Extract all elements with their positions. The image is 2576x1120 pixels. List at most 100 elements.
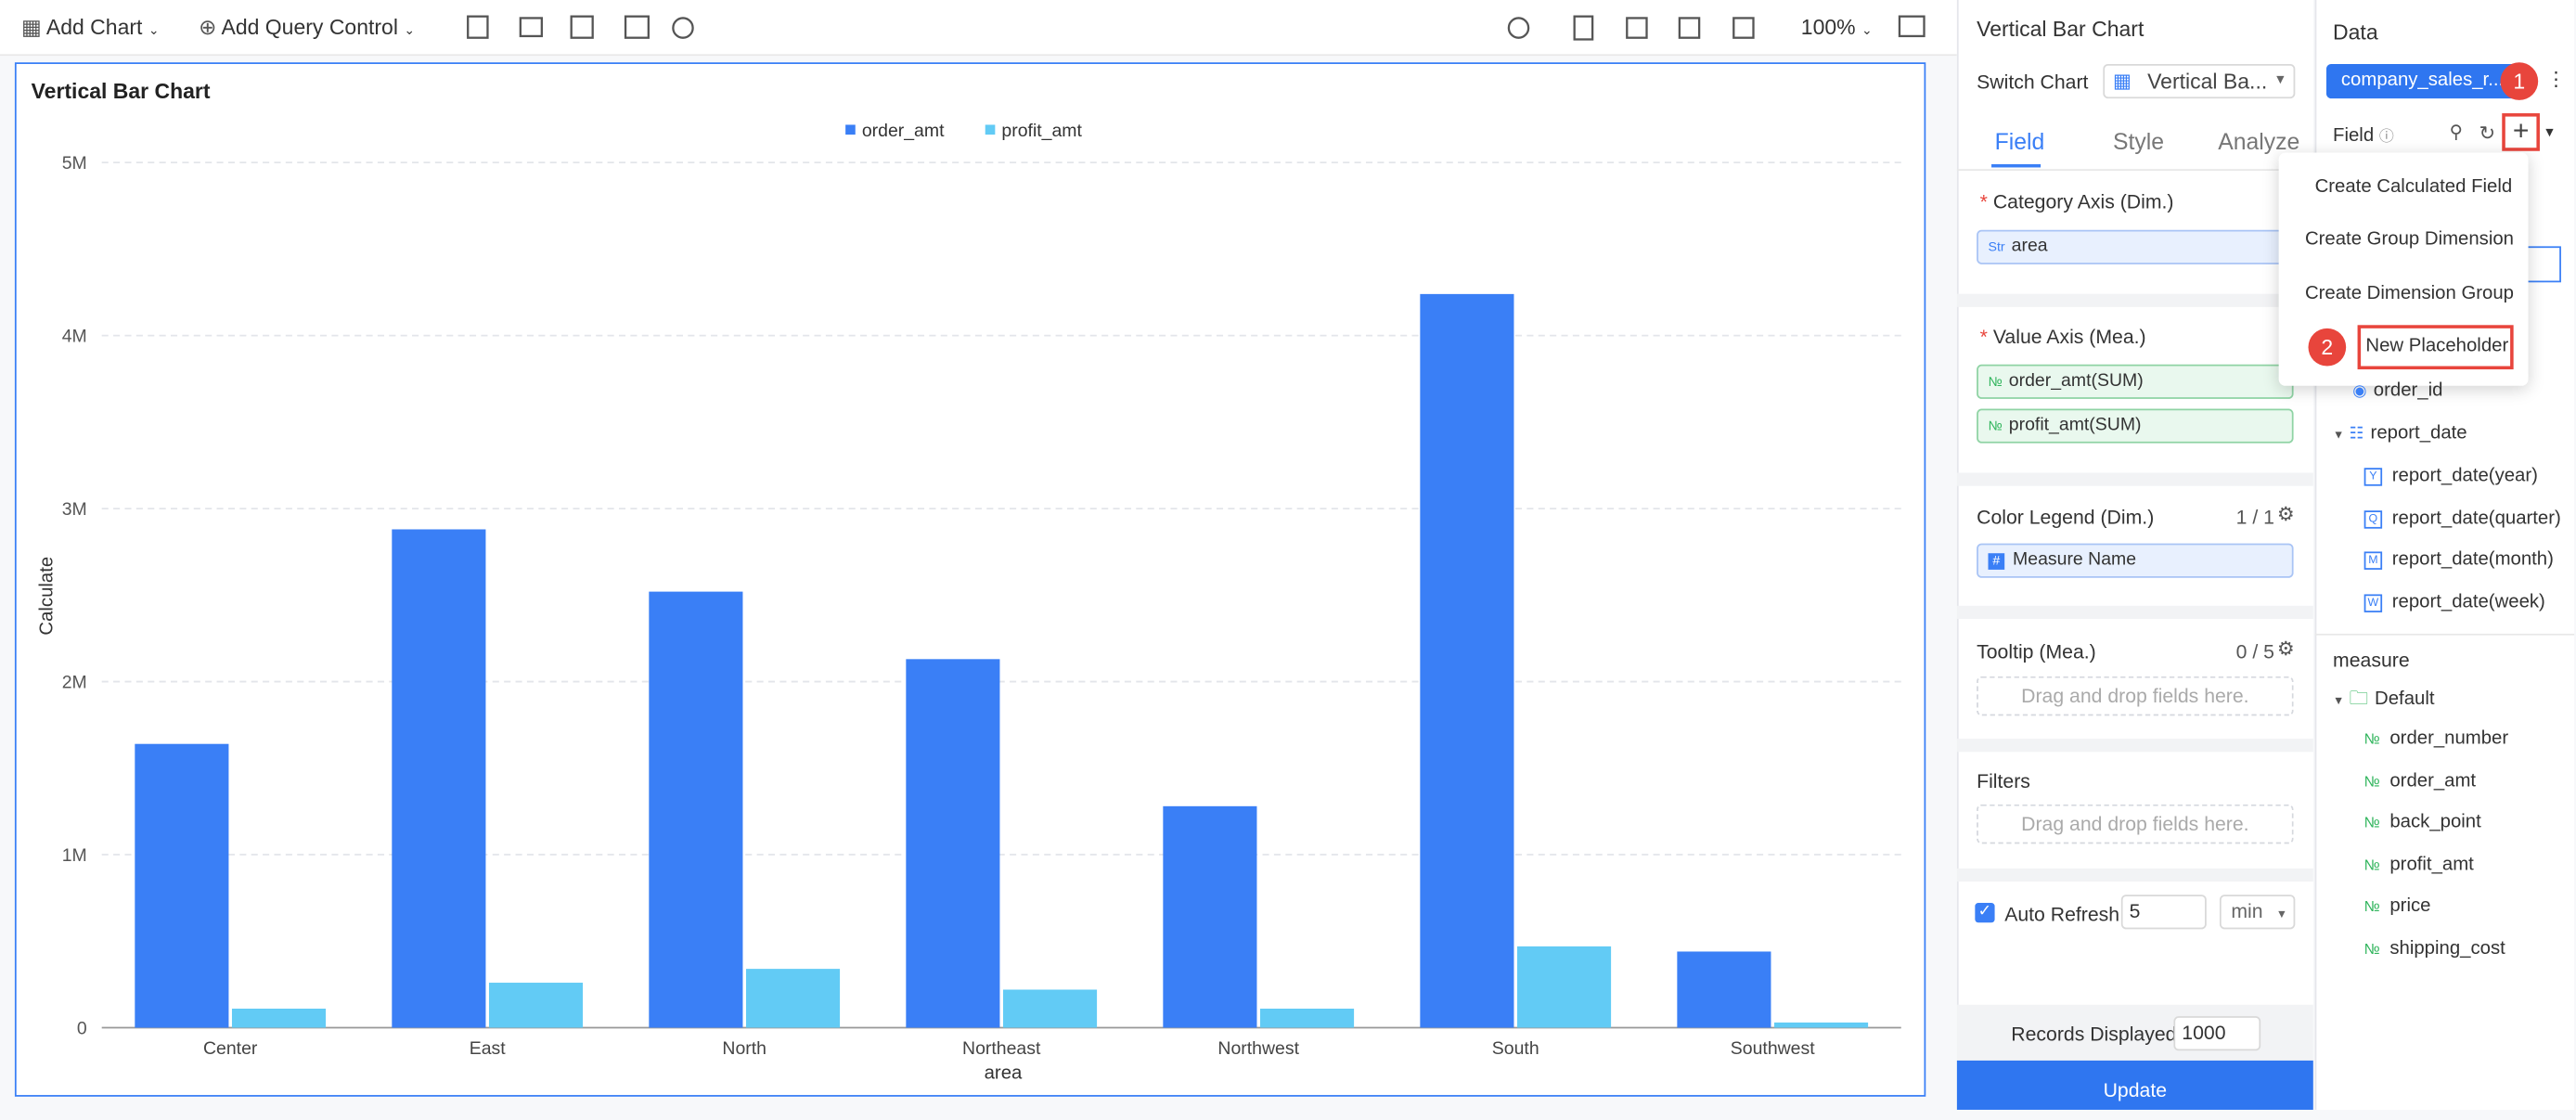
- field-item[interactable]: № back_point: [2364, 813, 2481, 832]
- records-value: 1000: [2182, 1021, 2226, 1045]
- field-name: shipping_cost: [2389, 938, 2505, 959]
- auto-refresh-label: Auto Refresh: [2004, 903, 2120, 926]
- refresh-unit[interactable]: min ▼: [2219, 895, 2296, 930]
- section-title: Value Axis (Mea.): [1992, 325, 2146, 349]
- settings-icon[interactable]: ⚙: [2276, 502, 2295, 526]
- bar: [1163, 805, 1257, 1028]
- refresh-input[interactable]: 5: [2120, 895, 2207, 930]
- field-name: price: [2389, 895, 2431, 917]
- tab[interactable]: Field: [1994, 127, 2045, 155]
- x-tick-label: South: [1492, 1038, 1539, 1059]
- x-tick-label: East: [470, 1038, 507, 1059]
- field-name: report_date(year): [2391, 466, 2538, 486]
- legend-swatch: [845, 124, 856, 135]
- field-icon: №: [2363, 897, 2380, 915]
- folder-name: Default: [2375, 689, 2435, 710]
- field-chip[interactable]: № order_amt(SUM): [1977, 364, 2294, 399]
- toolbar-icons: [467, 15, 694, 39]
- legend-label: profit_amt: [1001, 121, 1082, 141]
- section-title: Color Legend (Dim.): [1977, 505, 2155, 529]
- menu-item[interactable]: New Placeholder: [2365, 336, 2509, 356]
- chip-label: area: [2011, 236, 2048, 256]
- field-item[interactable]: № order_number: [2364, 729, 2508, 749]
- field-name: back_point: [2389, 812, 2481, 832]
- y-tick-label: 3M: [62, 499, 87, 520]
- y-tick-label: 4M: [62, 327, 87, 347]
- field-item[interactable]: № order_amt: [2364, 771, 2476, 791]
- field-item[interactable]: № profit_amt: [2364, 855, 2474, 874]
- field-icon: №: [2363, 814, 2380, 831]
- x-tick-label: Center: [203, 1038, 258, 1059]
- field-item[interactable]: № shipping_cost: [2364, 938, 2505, 958]
- step-marker: 1: [2500, 62, 2539, 100]
- drop-zone[interactable]: Drag and drop fields here.: [1977, 676, 2294, 716]
- more-icon[interactable]: ⋮: [2546, 67, 2567, 91]
- icon[interactable]: [672, 17, 694, 39]
- field-name: order_amt: [2389, 770, 2477, 791]
- chip-icon: №: [1988, 418, 2003, 434]
- chip-label: Measure Name: [2013, 549, 2137, 570]
- legend-swatch: [985, 124, 996, 135]
- records-input[interactable]: 1000: [2173, 1016, 2261, 1051]
- search-icon[interactable]: ⚲: [2449, 122, 2463, 143]
- checkbox[interactable]: ✓: [1975, 903, 1995, 923]
- field-chip[interactable]: # Measure Name: [1977, 543, 2294, 578]
- x-tick-label: Northeast: [962, 1038, 1041, 1059]
- section-gap: [1956, 868, 2313, 882]
- section-count: 0 / 5: [2235, 639, 2274, 663]
- field-item[interactable]: № price: [2364, 896, 2431, 916]
- icon[interactable]: [1573, 15, 1594, 41]
- field-item[interactable]: ▼ ☷ report_date: [2333, 423, 2467, 444]
- tab[interactable]: Style: [2112, 127, 2165, 155]
- icon[interactable]: [570, 15, 594, 39]
- dataset-button[interactable]: company_sales_r...: [2325, 63, 2524, 99]
- dropdown-arrow[interactable]: ▼: [2543, 124, 2557, 140]
- layout-icon[interactable]: [1898, 15, 1927, 41]
- chart: Vertical Bar Chart Calculate area 0 1M 2M 3M 4M…: [32, 79, 1901, 1083]
- add-chart[interactable]: ▦ Add Chart ⌄: [20, 14, 160, 40]
- step-marker: 2: [2308, 328, 2347, 367]
- switch-chart-select[interactable]: Vertical Ba...: [2103, 63, 2296, 99]
- y-axis-label: Calculate: [37, 557, 58, 636]
- menu-item[interactable]: Create Calculated Field: [2314, 177, 2513, 198]
- icon[interactable]: [519, 17, 543, 38]
- field-icon: M: [2363, 551, 2383, 570]
- field-chip[interactable]: № profit_amt(SUM): [1977, 408, 2294, 444]
- tab[interactable]: Analyze: [2218, 127, 2300, 155]
- field-name: profit_amt: [2389, 854, 2474, 875]
- field-item[interactable]: ◉ order_id: [2352, 380, 2443, 401]
- folder[interactable]: ▼ 🗀 Default: [2333, 689, 2435, 710]
- drop-zone[interactable]: Drag and drop fields here.: [1977, 804, 2294, 844]
- update-label: Update: [2103, 1078, 2168, 1102]
- icon[interactable]: [1678, 17, 1701, 39]
- icon[interactable]: [624, 15, 650, 39]
- menu-item[interactable]: Create Group Dimension: [2304, 229, 2515, 250]
- x-axis-label: area: [985, 1062, 1023, 1083]
- section-label: * Category Axis (Dim.): [1979, 190, 2174, 213]
- update-button[interactable]: Update: [1956, 1060, 2313, 1110]
- add-query-control[interactable]: ⊕ Add Query Control ⌄: [199, 14, 416, 40]
- menu-item[interactable]: Create Dimension Group: [2304, 284, 2515, 304]
- refresh-icon[interactable]: ↻: [2479, 121, 2496, 145]
- field-icon: Q: [2363, 509, 2383, 528]
- zoom[interactable]: 100% ⌄: [1800, 14, 1873, 40]
- chip-label: order_amt(SUM): [2008, 370, 2144, 392]
- x-tick-label: North: [722, 1038, 766, 1059]
- field-chip[interactable]: Str area: [1977, 229, 2294, 264]
- section-gap: [1956, 293, 2313, 307]
- icon[interactable]: [1507, 17, 1530, 39]
- chart-type-icon: ▦: [2112, 69, 2132, 93]
- icon[interactable]: [1732, 17, 1755, 39]
- settings-icon[interactable]: ⚙: [2276, 637, 2295, 661]
- icon[interactable]: [467, 15, 489, 39]
- chip-label: profit_amt(SUM): [2008, 415, 2142, 435]
- bar: [1002, 989, 1098, 1028]
- add-field-button[interactable]: +: [2502, 113, 2540, 151]
- icon[interactable]: [1626, 17, 1648, 39]
